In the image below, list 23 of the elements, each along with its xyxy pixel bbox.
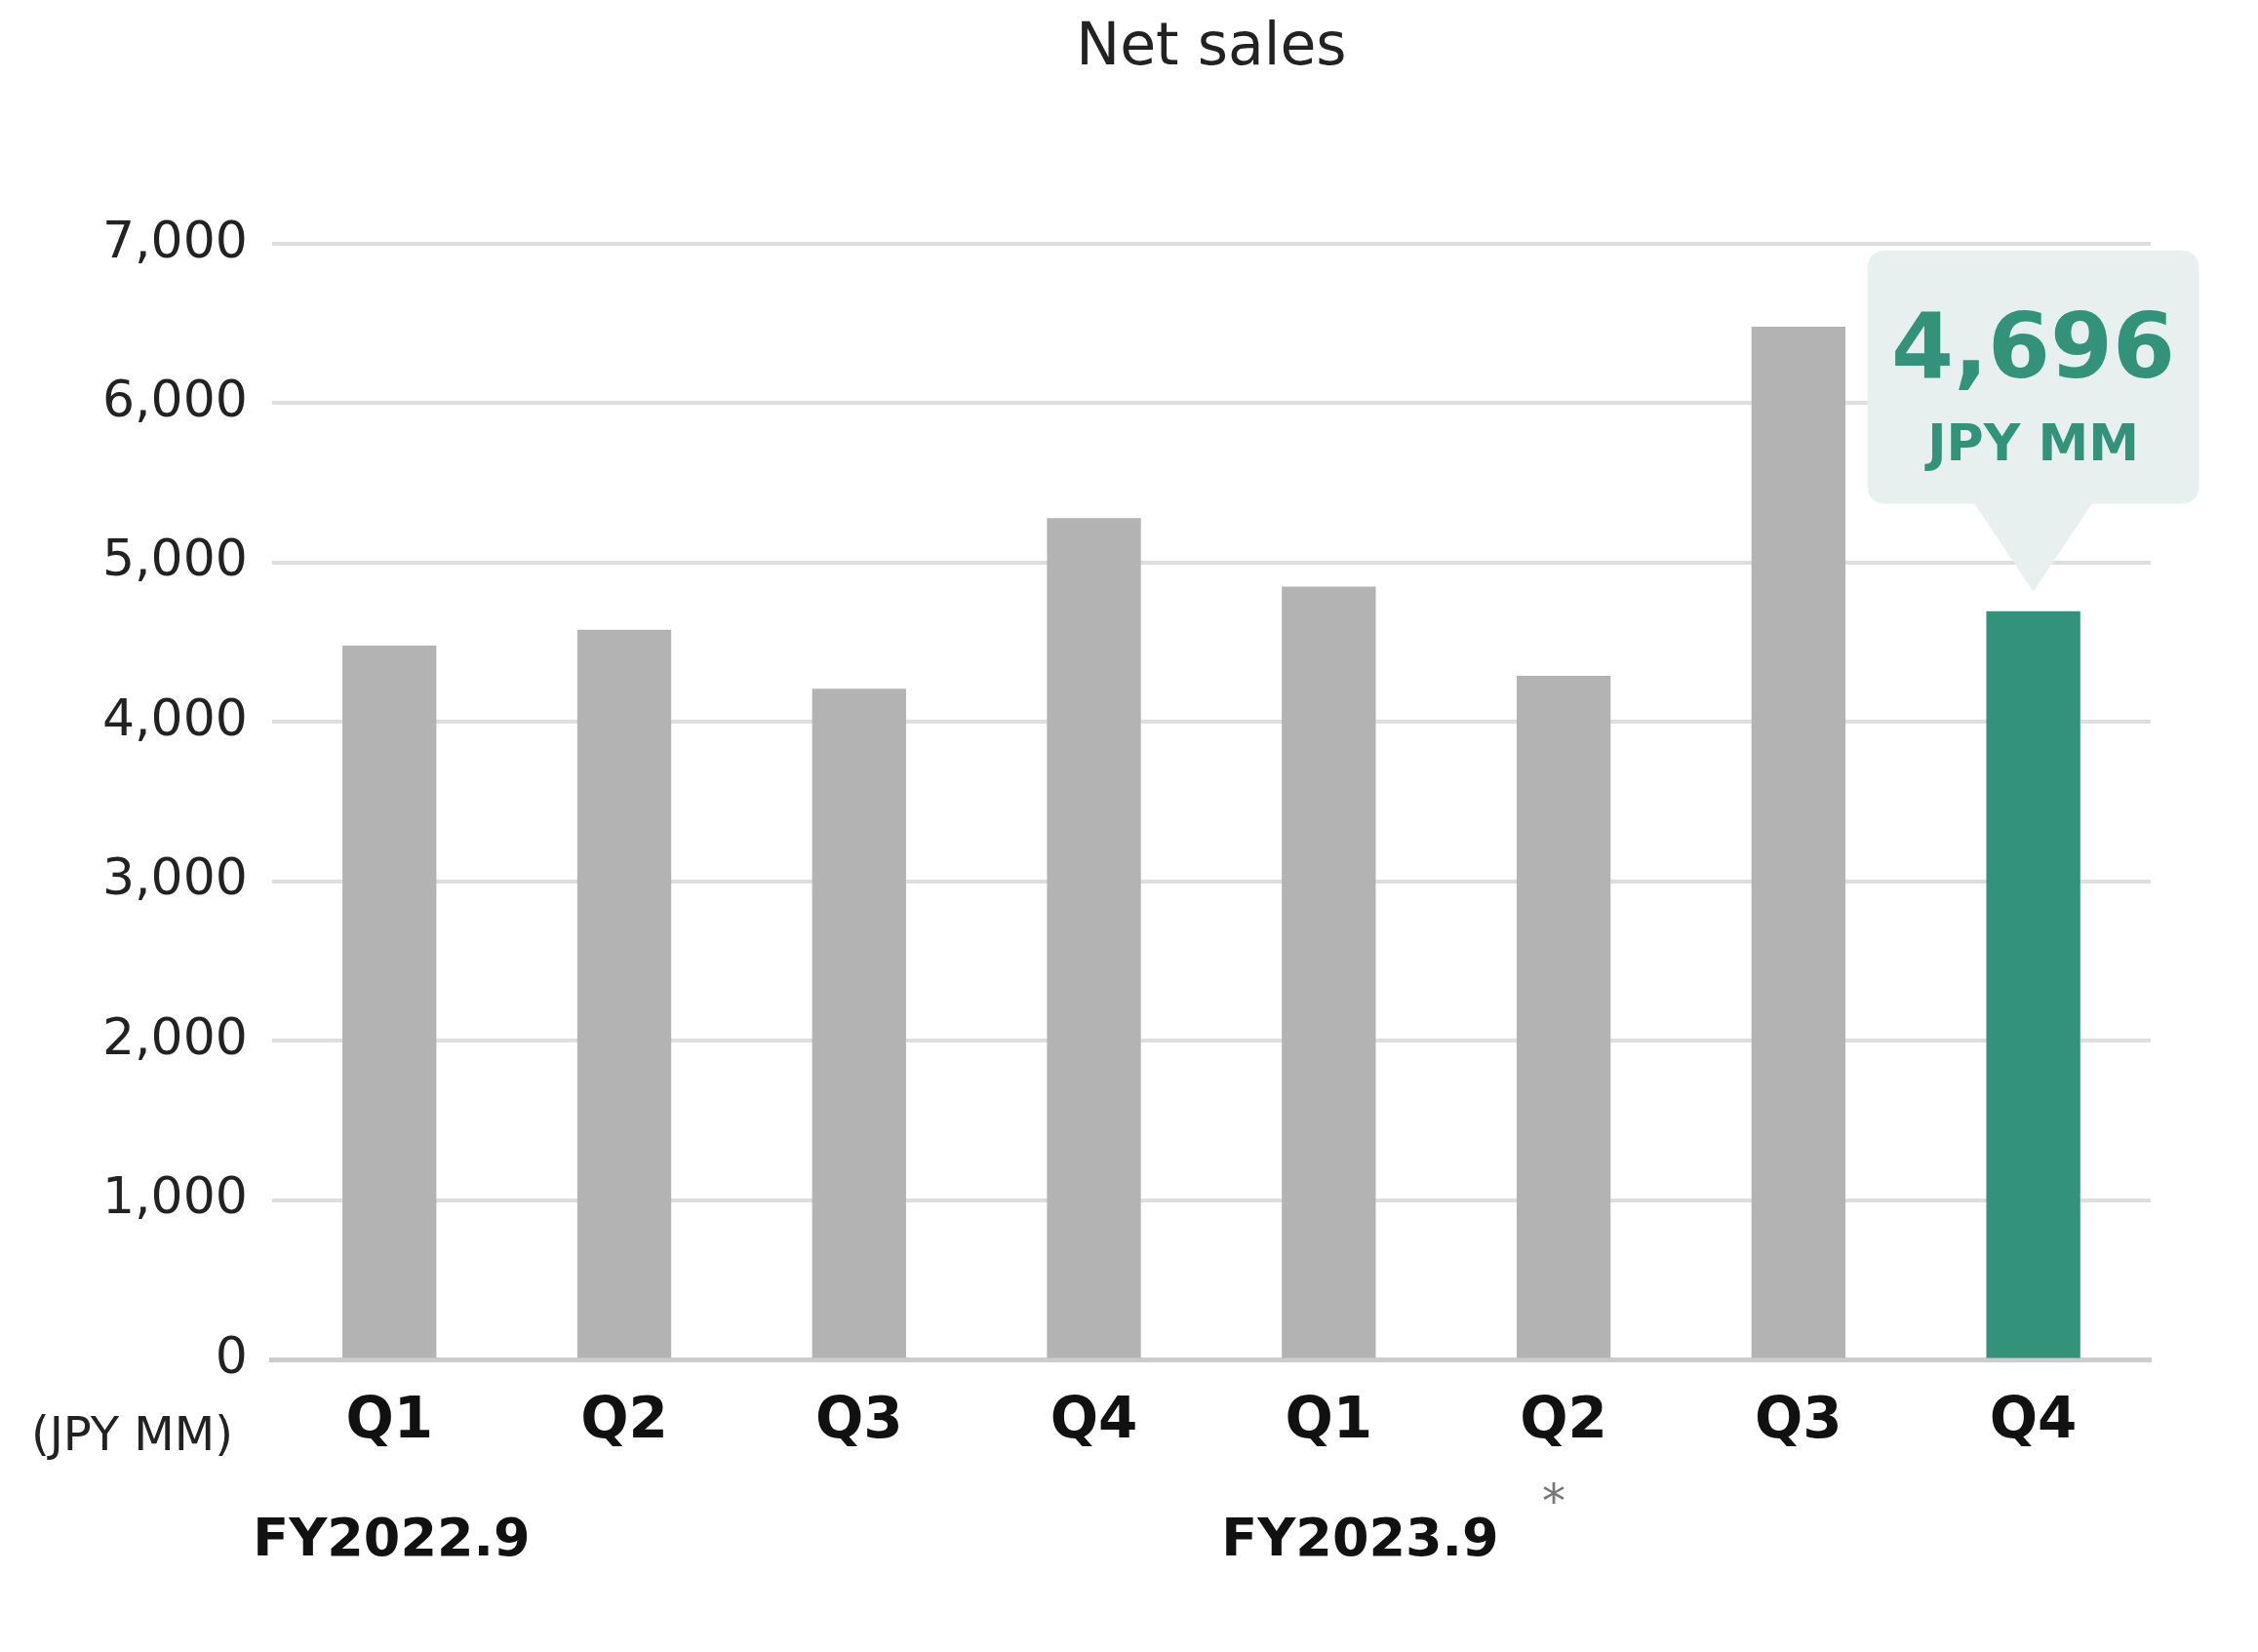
text: FY2022.9 <box>253 1507 531 1569</box>
x-tick-label: Q4 <box>1050 1385 1138 1452</box>
x-tick-label: Q1 <box>345 1385 434 1452</box>
y-tick-label: 7,000 <box>101 210 248 269</box>
x-tick-label: Q1 <box>1285 1385 1373 1452</box>
x-tick-label: Q3 <box>814 1385 903 1452</box>
y-tick-label: 1,000 <box>101 1166 248 1226</box>
x-tick-label: Q2 <box>1520 1385 1607 1452</box>
x-tick-label: Q4 <box>1989 1385 2078 1452</box>
chart-title: Net sales <box>1076 9 1347 78</box>
y-axis-title: (JPY MM) <box>30 1405 233 1461</box>
x-tick-label: Q3 <box>1755 1385 1842 1452</box>
data-label: 4,696 <box>1891 294 2176 399</box>
x-tick-label: Q2 <box>580 1385 668 1452</box>
y-tick-label: 2,000 <box>101 1006 248 1066</box>
text: * <box>1542 1473 1566 1528</box>
annotation: JPY MM <box>1924 413 2139 472</box>
y-tick-label: 0 <box>215 1325 248 1385</box>
y-tick-label: 3,000 <box>101 847 248 907</box>
y-tick-label: 6,000 <box>101 370 248 428</box>
y-tick-label: 5,000 <box>101 529 248 588</box>
text: FY2023.9 <box>1221 1507 1499 1569</box>
y-tick-label: 4,000 <box>101 688 248 747</box>
